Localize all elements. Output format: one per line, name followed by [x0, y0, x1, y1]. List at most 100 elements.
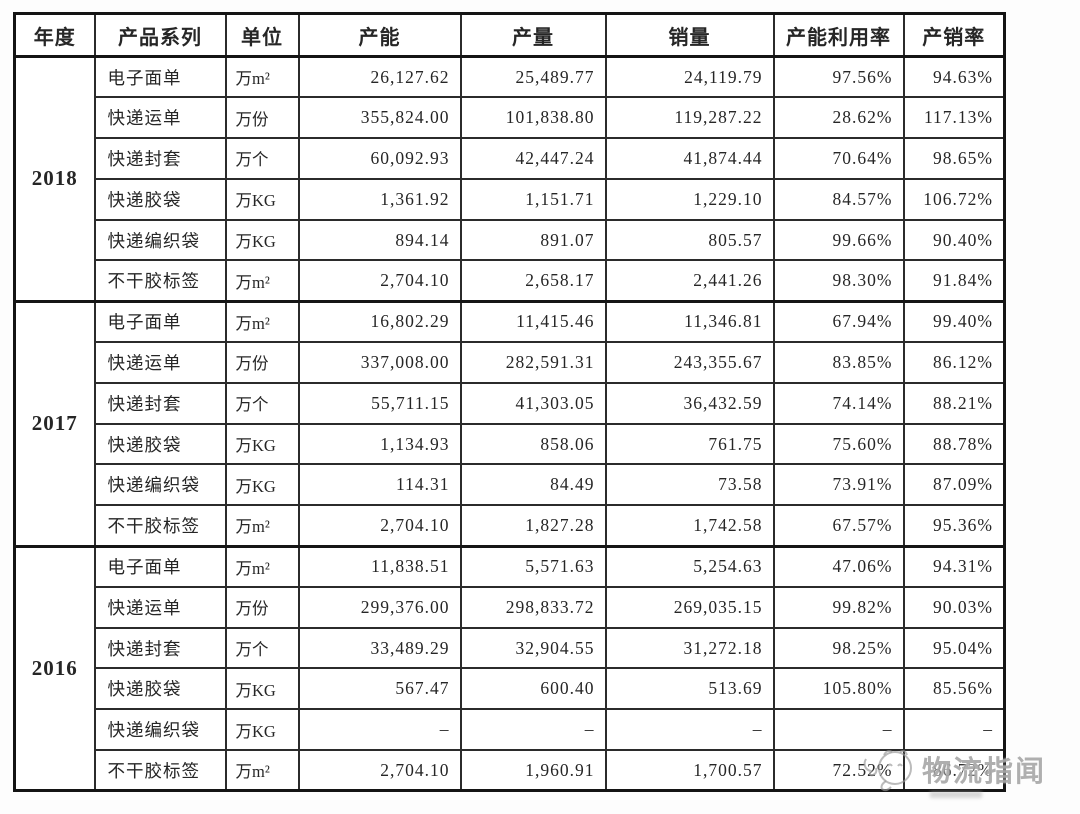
production-capacity-table-wrap: 年度 产品系列 单位 产能 产量 销量 产能利用率 产销率 2018 电子面单 万m…: [13, 12, 1006, 793]
ratio-cell: 91.84%: [902, 259, 1006, 303]
ratio-cell: 106.72%: [902, 177, 1006, 221]
capacity-cell: 11,838.51: [297, 544, 462, 588]
product-cell: 不干胶标签: [93, 504, 227, 548]
utilization-cell: 105.80%: [772, 667, 905, 711]
capacity-cell: –: [297, 708, 462, 752]
sales-cell: 2,441.26: [604, 259, 775, 303]
capacity-cell: 1,361.92: [297, 177, 462, 221]
table-row: 不干胶标签 万m² 2,704.10 1,827.28 1,742.58 67.57% 95…: [15, 504, 1006, 548]
utilization-cell: 28.62%: [772, 96, 905, 140]
unit-cell: 万m²: [224, 259, 300, 303]
product-cell: 快递编织袋: [93, 463, 227, 507]
ratio-cell: 94.63%: [902, 56, 1006, 99]
output-cell: 84.49: [459, 463, 607, 507]
year-cell: 2017: [13, 299, 96, 548]
sales-cell: 24,119.79: [604, 56, 775, 99]
sales-cell: 41,874.44: [604, 137, 775, 180]
product-cell: 快递胶袋: [93, 667, 227, 711]
utilization-cell: 47.06%: [772, 544, 905, 588]
output-cell: 1,827.28: [459, 504, 607, 548]
product-cell: 不干胶标签: [93, 259, 227, 303]
ratio-cell: 98.65%: [902, 137, 1006, 180]
product-cell: 快递封套: [93, 137, 227, 180]
product-cell: 快递运单: [93, 96, 227, 140]
capacity-cell: 16,802.29: [297, 299, 462, 344]
table-row: 快递封套 万个 33,489.29 32,904.55 31,272.18 98.25% 9…: [15, 626, 1006, 670]
utilization-cell: 67.57%: [772, 504, 905, 548]
product-cell: 不干胶标签: [93, 749, 227, 792]
output-cell: 101,838.80: [459, 96, 607, 140]
sales-cell: 1,700.57: [604, 749, 775, 792]
table-row: 2016 电子面单 万m² 11,838.51 5,571.63 5,254.63 47.0…: [13, 544, 1006, 792]
utilization-cell: 84.57%: [772, 177, 905, 221]
sales-cell: 11,346.81: [604, 299, 775, 344]
unit-cell: 万m²: [224, 299, 300, 344]
product-cell: 快递编织袋: [93, 218, 227, 262]
table-row: 快递封套 万个 60,092.93 42,447.24 41,874.44 70.64% 9…: [15, 137, 1006, 180]
utilization-cell: 73.91%: [772, 463, 905, 507]
table-row: 快递运单 万份 299,376.00 298,833.72 269,035.15 99.8…: [15, 585, 1006, 629]
capacity-cell: 567.47: [297, 667, 462, 711]
column-header-sales: 销量: [604, 12, 775, 58]
sales-cell: –: [604, 708, 775, 752]
ratio-cell: 90.40%: [902, 218, 1006, 262]
column-header-unit: 单位: [224, 12, 300, 58]
column-header-capacity: 产能: [297, 12, 462, 58]
unit-cell: 万KG: [224, 667, 300, 711]
product-cell: 电子面单: [93, 56, 227, 99]
sales-cell: 119,287.22: [604, 96, 775, 140]
year-cell: 2018: [13, 56, 96, 303]
output-cell: –: [459, 708, 607, 752]
capacity-cell: 114.31: [297, 463, 462, 507]
product-cell: 快递封套: [93, 626, 227, 670]
unit-cell: 万份: [224, 585, 300, 629]
ratio-cell: 94.31%: [902, 544, 1006, 588]
table-row: 快递运单 万份 337,008.00 282,591.31 243,355.67 83.8…: [15, 341, 1006, 384]
table-row: 快递编织袋 万KG 114.31 84.49 73.58 73.91% 87.09%: [15, 463, 1006, 507]
year-cell: 2016: [13, 544, 96, 792]
table-row: 快递运单 万份 355,824.00 101,838.80 119,287.22 28.6…: [15, 96, 1006, 140]
utilization-cell: 75.60%: [772, 422, 905, 466]
sales-cell: 31,272.18: [604, 626, 775, 670]
product-cell: 电子面单: [93, 544, 227, 588]
column-header-product: 产品系列: [93, 12, 227, 58]
output-cell: 1,960.91: [459, 749, 607, 792]
table-row: 不干胶标签 万m² 2,704.10 2,658.17 2,441.26 98.30% 91…: [15, 259, 1006, 303]
column-header-utilization: 产能利用率: [772, 12, 905, 58]
output-cell: 282,591.31: [459, 341, 607, 384]
column-header-ratio: 产销率: [902, 12, 1006, 58]
unit-cell: 万KG: [224, 218, 300, 262]
ratio-cell: 86.12%: [902, 341, 1006, 384]
production-capacity-table: 年度 产品系列 单位 产能 产量 销量 产能利用率 产销率 2018 电子面单 万m…: [13, 12, 1006, 793]
capacity-cell: 2,704.10: [297, 749, 462, 792]
utilization-cell: 70.64%: [772, 137, 905, 180]
capacity-cell: 337,008.00: [297, 341, 462, 384]
utilization-cell: 67.94%: [772, 299, 905, 344]
sales-cell: 5,254.63: [604, 544, 775, 588]
sales-cell: 1,229.10: [604, 177, 775, 221]
unit-cell: 万KG: [224, 708, 300, 752]
output-cell: 25,489.77: [459, 56, 607, 99]
sales-cell: 805.57: [604, 218, 775, 262]
output-cell: 2,658.17: [459, 259, 607, 303]
table-body: 2018 电子面单 万m² 26,127.62 25,489.77 24,119.79 97…: [13, 56, 1006, 792]
utilization-cell: 98.30%: [772, 259, 905, 303]
sales-cell: 243,355.67: [604, 341, 775, 384]
ratio-cell: 90.03%: [902, 585, 1006, 629]
utilization-cell: 99.66%: [772, 218, 905, 262]
ratio-cell: 88.21%: [902, 381, 1006, 425]
capacity-cell: 355,824.00: [297, 96, 462, 140]
table-row: 2018 电子面单 万m² 26,127.62 25,489.77 24,119.79 97…: [13, 56, 1006, 303]
capacity-cell: 2,704.10: [297, 259, 462, 303]
sales-cell: 1,742.58: [604, 504, 775, 548]
utilization-cell: 74.14%: [772, 381, 905, 425]
table-row: 快递编织袋 万KG 894.14 891.07 805.57 99.66% 90.40%: [15, 218, 1006, 262]
capacity-cell: 2,704.10: [297, 504, 462, 548]
output-cell: 891.07: [459, 218, 607, 262]
ratio-cell: 117.13%: [902, 96, 1006, 140]
utilization-cell: 99.82%: [772, 585, 905, 629]
output-cell: 858.06: [459, 422, 607, 466]
unit-cell: 万m²: [224, 56, 300, 99]
unit-cell: 万m²: [224, 504, 300, 548]
output-cell: 41,303.05: [459, 381, 607, 425]
